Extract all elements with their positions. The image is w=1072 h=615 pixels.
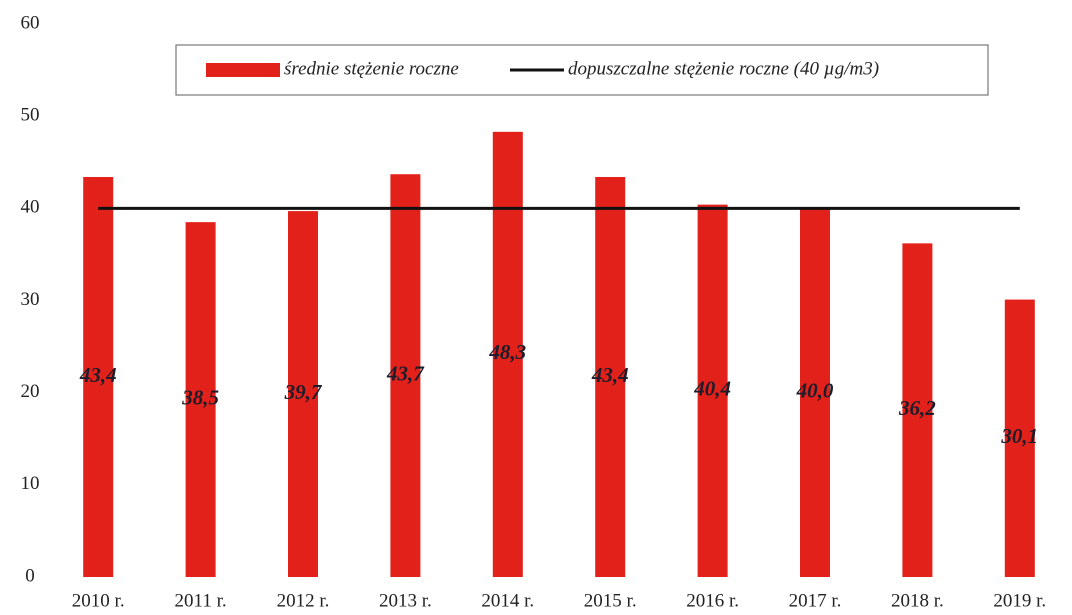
- x-tick-label: 2011 r.: [175, 590, 227, 611]
- value-label: 43,7: [386, 361, 425, 385]
- bar: [902, 243, 933, 577]
- value-label: 39,7: [284, 380, 323, 404]
- legend-swatch: [206, 63, 280, 77]
- legend-label: dopuszczalne stężenie roczne (40 µg/m3): [568, 58, 879, 79]
- y-tick-label: 50: [21, 105, 40, 126]
- bar: [83, 176, 114, 577]
- value-label: 43,4: [79, 363, 117, 387]
- x-tick-label: 2018 r.: [891, 590, 944, 611]
- legend-box: [175, 44, 989, 96]
- x-tick-label: 2017 r.: [789, 590, 842, 611]
- y-tick-label: 0: [25, 565, 35, 586]
- x-tick-label: 2012 r.: [277, 590, 330, 611]
- bar: [800, 208, 830, 578]
- bar: [1004, 299, 1035, 577]
- bar: [697, 204, 728, 577]
- bar: [288, 211, 318, 577]
- x-tick-label: 2016 r.: [686, 590, 739, 611]
- y-tick-label: 10: [21, 473, 40, 494]
- y-tick-label: 20: [21, 381, 40, 402]
- value-label: 40,4: [693, 377, 731, 401]
- y-tick-label: 30: [21, 289, 40, 310]
- value-label: 40,0: [796, 378, 834, 402]
- bar: [390, 174, 421, 577]
- bar: [185, 222, 216, 578]
- x-tick-label: 2013 r.: [379, 590, 432, 611]
- y-tick-label: 60: [21, 12, 40, 33]
- x-tick-label: 2010 r.: [72, 590, 125, 611]
- value-label: 36,2: [898, 396, 936, 420]
- x-tick-label: 2014 r.: [481, 590, 534, 611]
- value-label: 48,3: [488, 340, 526, 364]
- value-label: 30,1: [1000, 424, 1038, 448]
- bar: [492, 131, 523, 577]
- legend-label: średnie stężenie roczne: [284, 58, 459, 79]
- y-tick-label: 40: [21, 197, 40, 218]
- x-tick-label: 2015 r.: [584, 590, 637, 611]
- bar: [595, 176, 626, 577]
- value-label: 43,4: [591, 363, 629, 387]
- value-label: 38,5: [181, 385, 219, 409]
- x-tick-label: 2019 r.: [993, 590, 1046, 611]
